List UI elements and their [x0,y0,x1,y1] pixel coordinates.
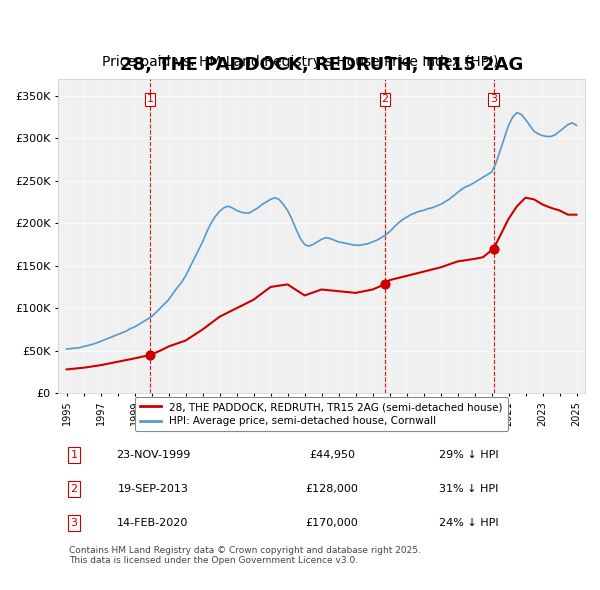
Text: £44,950: £44,950 [309,450,355,460]
Text: 24% ↓ HPI: 24% ↓ HPI [439,518,499,528]
Point [489,244,499,254]
Text: 1: 1 [70,450,77,460]
Text: Price paid vs. HM Land Registry's House Price Index (HPI): Price paid vs. HM Land Registry's House … [102,55,498,69]
Text: 3: 3 [490,94,497,104]
Text: 1: 1 [146,94,154,104]
Point [380,280,389,289]
Title: 28, THE PADDOCK, REDRUTH, TR15 2AG: 28, THE PADDOCK, REDRUTH, TR15 2AG [120,56,523,74]
Text: 31% ↓ HPI: 31% ↓ HPI [439,484,499,494]
Text: £128,000: £128,000 [305,484,359,494]
Text: 3: 3 [70,518,77,528]
Text: 2: 2 [70,484,77,494]
Text: Contains HM Land Registry data © Crown copyright and database right 2025.
This d: Contains HM Land Registry data © Crown c… [68,546,421,565]
Text: £170,000: £170,000 [306,518,358,528]
Text: 29% ↓ HPI: 29% ↓ HPI [439,450,499,460]
Text: 23-NOV-1999: 23-NOV-1999 [116,450,190,460]
Text: 19-SEP-2013: 19-SEP-2013 [118,484,188,494]
Legend: 28, THE PADDOCK, REDRUTH, TR15 2AG (semi-detached house), HPI: Average price, se: 28, THE PADDOCK, REDRUTH, TR15 2AG (semi… [135,397,508,431]
Text: 2: 2 [381,94,388,104]
Point [145,350,155,360]
Text: 14-FEB-2020: 14-FEB-2020 [117,518,188,528]
